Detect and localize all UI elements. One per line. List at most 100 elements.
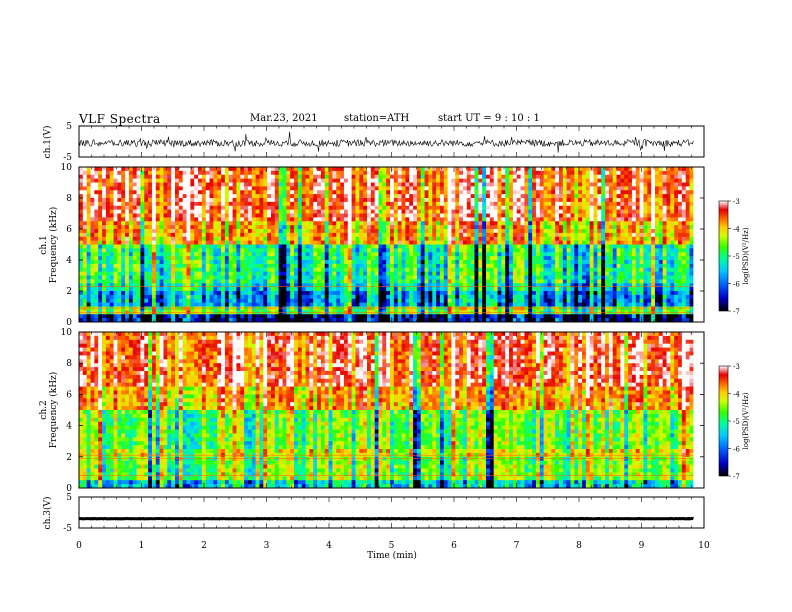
spectrogram-cell	[405, 263, 410, 269]
spectrogram-cell	[520, 283, 525, 288]
spectrogram-cell	[520, 178, 525, 183]
spectrogram-cell	[332, 302, 337, 307]
spectrogram-cell	[359, 302, 364, 307]
spectrogram-cell	[221, 302, 226, 307]
spectrogram-cell	[532, 314, 537, 319]
spectrogram-cell	[224, 217, 230, 222]
spectrogram-cell	[509, 248, 514, 253]
spectrogram-cell	[532, 182, 537, 187]
spectrogram-cell	[259, 279, 264, 284]
spectrogram-cell	[328, 287, 333, 292]
spectrogram-cell	[186, 167, 191, 172]
spectrogram-cell	[255, 186, 260, 191]
spectrogram-cell	[447, 318, 452, 323]
spectrogram-cell	[386, 252, 391, 257]
spectrogram-cell	[378, 244, 383, 249]
spectrogram-cell	[151, 302, 157, 307]
spectrogram-cell	[451, 287, 456, 292]
spectrogram-cell	[436, 260, 441, 265]
spectrogram-cell	[393, 170, 399, 176]
spectrogram-cell	[436, 240, 441, 245]
spectrogram-cell	[282, 240, 287, 245]
spectrogram-cell	[224, 201, 230, 207]
spectrogram-cell	[505, 217, 510, 222]
spectrogram-cell	[432, 256, 437, 261]
spectrogram-cell	[497, 302, 502, 307]
spectrogram-cell	[466, 167, 472, 172]
spectrogram-cell	[125, 178, 130, 183]
spectrogram-cell	[105, 186, 111, 191]
spectrogram-cell	[420, 232, 425, 238]
spectrogram-cell	[105, 279, 111, 284]
spectrogram-cell	[236, 256, 241, 261]
spectrogram-cell	[382, 186, 387, 191]
spectrogram-cell	[432, 209, 437, 214]
spectrogram-cell	[105, 221, 111, 226]
spectrogram-cell	[144, 263, 149, 269]
spectrogram-cell	[420, 306, 425, 311]
spectrogram-cell	[366, 298, 372, 304]
spectrogram-cell	[270, 213, 276, 218]
spectrogram-cell	[447, 263, 452, 269]
spectrogram-cell	[194, 221, 199, 226]
spectrogram-cell	[290, 190, 295, 195]
spectrogram-cell	[336, 244, 341, 249]
spectrogram-cell	[370, 236, 376, 242]
spectrogram-cell	[428, 170, 433, 176]
spectrogram-cell	[340, 229, 345, 234]
spectrogram-cell	[405, 256, 410, 261]
spectrogram-cell	[144, 248, 149, 253]
spectrogram-cell	[366, 260, 372, 265]
spectrogram-cell	[194, 302, 199, 307]
spectrogram-cell	[221, 170, 226, 176]
spectrogram-cell	[539, 318, 545, 323]
spectrogram-cell	[401, 306, 406, 311]
spectrogram-cell	[486, 248, 491, 253]
spectrogram-cell	[198, 291, 203, 296]
spectrogram-cell	[240, 194, 245, 199]
spectrogram-cell	[270, 279, 276, 284]
spectrogram-cell	[317, 182, 322, 187]
spectrogram-cell	[516, 279, 521, 284]
spectrogram-cell	[547, 271, 552, 276]
spectrogram-cell	[113, 174, 118, 180]
spectrogram-cell	[436, 244, 441, 249]
spectrogram-cell	[274, 221, 280, 226]
spectrogram-cell	[493, 236, 498, 242]
spectrogram-cell	[136, 267, 141, 273]
spectrogram-cell	[205, 260, 210, 265]
spectrogram-cell	[90, 232, 95, 238]
spectrogram-cell	[167, 217, 172, 222]
spectrogram-cell	[182, 314, 187, 319]
spectrogram-cell	[443, 248, 449, 253]
spectrogram-cell	[125, 244, 130, 249]
spectrogram-cell	[267, 267, 272, 273]
spectrogram-cell	[516, 283, 521, 288]
spectrogram-cell	[347, 205, 353, 211]
spectrogram-cell	[509, 201, 514, 207]
spectrogram-cell	[286, 229, 291, 234]
spectrogram-cell	[324, 252, 329, 257]
spectrogram-cell	[416, 213, 422, 218]
spectrogram-cell	[520, 213, 525, 218]
spectrogram-cell	[236, 240, 241, 245]
spectrogram-cell	[198, 178, 203, 183]
spectrogram-cell	[182, 298, 187, 304]
spectrogram-cell	[290, 178, 295, 183]
spectrogram-cell	[436, 314, 441, 319]
spectrogram-cell	[355, 240, 360, 245]
spectrogram-cell	[286, 252, 291, 257]
spectrogram-cell	[117, 213, 122, 218]
spectrogram-cell	[332, 306, 337, 311]
spectrogram-cell	[543, 314, 548, 319]
spectrogram-cell	[224, 190, 230, 195]
spectrogram-cell	[125, 267, 130, 273]
spectrogram-cell	[236, 167, 241, 172]
spectrogram-cell	[401, 213, 406, 218]
spectrogram-cell	[409, 302, 414, 307]
spectrogram-cell	[94, 201, 99, 207]
spectrogram-cell	[532, 291, 537, 296]
spectrogram-cell	[186, 170, 191, 176]
spectrogram-cell	[240, 248, 245, 253]
spectrogram-cell	[228, 314, 233, 319]
